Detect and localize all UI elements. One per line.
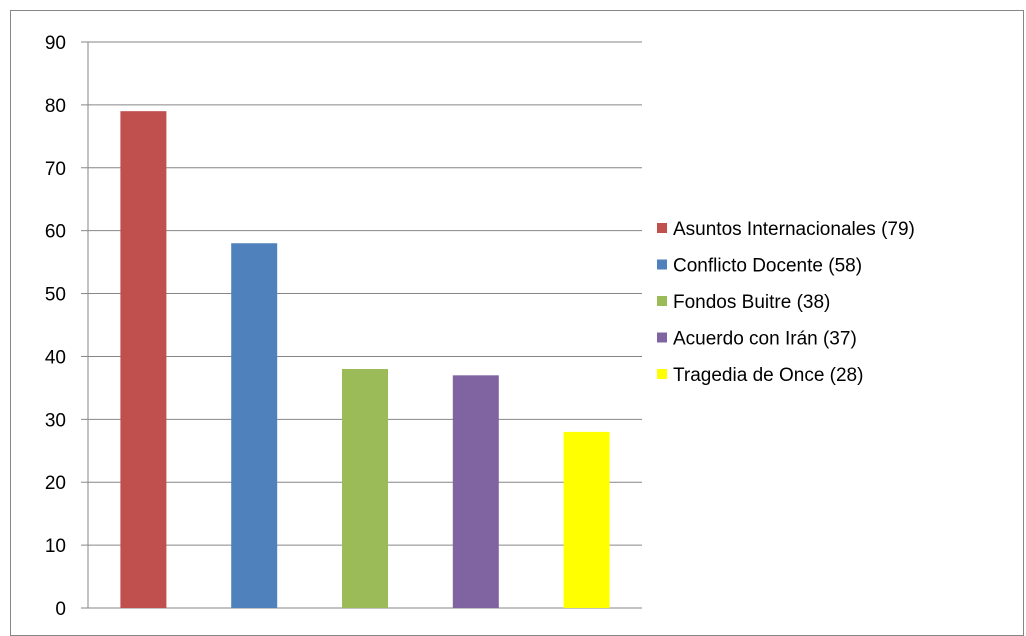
y-tick-label: 90 bbox=[45, 33, 66, 54]
bar-2 bbox=[231, 243, 278, 608]
y-tick-label: 0 bbox=[55, 599, 66, 620]
legend-swatch-2 bbox=[657, 259, 667, 270]
bar-5 bbox=[563, 431, 610, 608]
chart-frame bbox=[10, 10, 1024, 636]
y-tick-label: 70 bbox=[45, 159, 66, 180]
y-tick-label: 50 bbox=[45, 285, 66, 306]
y-tick-label: 40 bbox=[45, 347, 66, 368]
y-tick-label: 20 bbox=[45, 473, 66, 494]
legend-label-2: Conflicto Docente (58) bbox=[673, 256, 862, 277]
legend-label-4: Acuerdo con Irán (37) bbox=[673, 329, 857, 350]
legend-label-1: Asuntos Internacionales (79) bbox=[673, 219, 915, 240]
legend-swatch-1 bbox=[657, 223, 667, 233]
legend-swatch-5 bbox=[657, 369, 667, 379]
legend-label-3: Fondos Buitre (38) bbox=[673, 292, 830, 313]
y-tick-label: 80 bbox=[45, 96, 66, 117]
y-tick-label: 30 bbox=[45, 410, 66, 431]
y-tick-label: 60 bbox=[45, 222, 66, 243]
y-tick-label: 10 bbox=[45, 536, 66, 557]
bar-4 bbox=[452, 375, 499, 608]
bar-1 bbox=[120, 111, 167, 608]
legend-swatch-4 bbox=[657, 332, 667, 343]
bar-3 bbox=[342, 369, 388, 608]
legend-swatch-3 bbox=[657, 296, 667, 306]
legend-label-5: Tragedia de Once (28) bbox=[673, 365, 863, 386]
